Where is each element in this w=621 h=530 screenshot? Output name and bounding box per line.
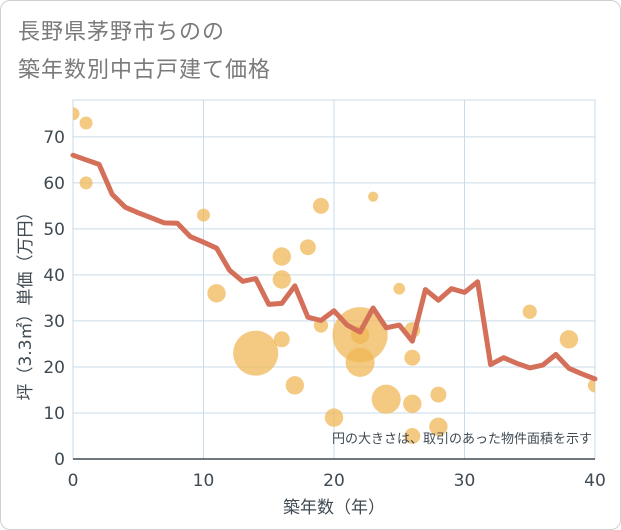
- bubble-point: [429, 417, 448, 436]
- bubble-point: [430, 386, 447, 403]
- bubble-point: [312, 197, 329, 214]
- bubble-point: [404, 428, 421, 444]
- x-tick-label: 40: [584, 471, 606, 491]
- bubble-point: [79, 116, 93, 130]
- bubble-size-note: 円の大きさは、取引のあった物件面積を示す: [332, 432, 592, 447]
- y-tick-label: 10: [43, 404, 65, 424]
- x-tick-label: 20: [323, 471, 345, 491]
- y-tick-label: 20: [43, 358, 65, 378]
- bubble-point: [273, 331, 290, 348]
- bubble-point: [207, 284, 226, 303]
- bubble-point: [299, 239, 316, 256]
- bubble-point: [233, 330, 279, 376]
- bubble-point: [79, 176, 93, 190]
- y-tick-label: 60: [43, 174, 65, 194]
- bubble-point: [285, 376, 305, 395]
- bubble-point: [272, 270, 291, 289]
- title-line-1: 長野県茅野市ちのの: [18, 20, 226, 45]
- title-line-2: 築年数別中古戸建て価格: [18, 58, 272, 83]
- bubble-point: [371, 384, 401, 414]
- average-price-line: [70, 152, 598, 382]
- bubble-point: [587, 378, 595, 393]
- y-tick-label: 50: [43, 220, 65, 240]
- x-tick-label: 30: [454, 471, 476, 491]
- bubble-point: [197, 208, 210, 222]
- x-axis-label: 築年数（年）: [283, 498, 385, 518]
- bubble-point: [73, 107, 80, 121]
- bubble-point: [368, 191, 379, 202]
- line-series: [70, 152, 598, 382]
- bubble-point: [559, 330, 579, 349]
- y-tick-label: 0: [54, 450, 65, 470]
- bubble-point: [345, 347, 375, 377]
- x-tick-label: 10: [193, 471, 215, 491]
- y-tick-label: 40: [43, 266, 65, 286]
- bubble-point: [403, 394, 422, 413]
- y-tick-label: 30: [43, 312, 65, 332]
- axis-ticks: 0 10 20 30 40 50 60 70 0 10 20 30 40: [43, 128, 605, 491]
- chart-title: 長野県茅野市ちのの 築年数別中古戸建て価格: [18, 14, 271, 90]
- bubble-point: [522, 304, 537, 319]
- y-tick-label: 70: [43, 128, 65, 148]
- x-tick-label: 0: [68, 471, 79, 491]
- gridlines: [73, 100, 595, 459]
- bubble-point: [272, 247, 291, 266]
- bubble-point: [393, 282, 406, 295]
- bubble-point: [324, 408, 344, 427]
- bubble-point: [404, 349, 421, 366]
- bubble-series: [73, 107, 595, 444]
- y-axis-label: 坪（3.3㎡）単価（万円）: [16, 203, 36, 400]
